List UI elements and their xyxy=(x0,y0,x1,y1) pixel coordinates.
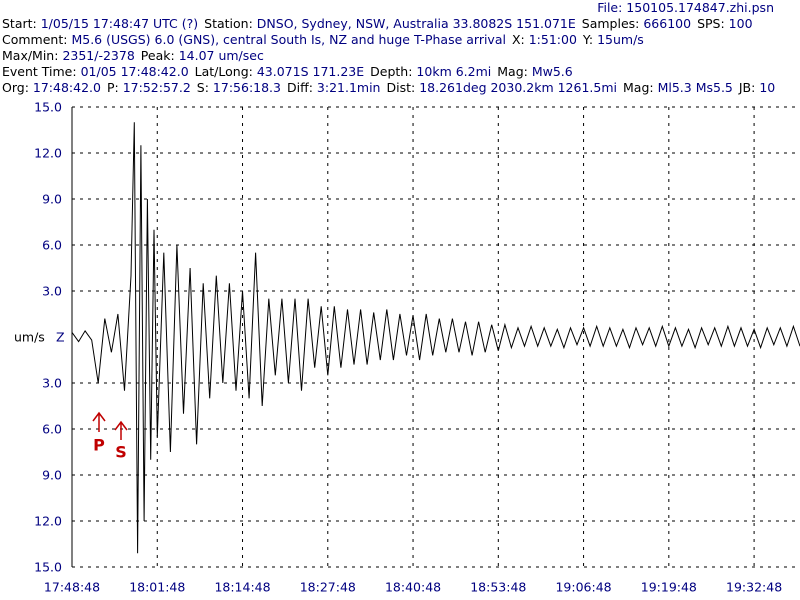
field-label: Lat/Long: xyxy=(194,64,253,79)
field-value: 17:48:42.0 xyxy=(32,80,101,95)
waveform xyxy=(72,122,800,554)
phase-arrow xyxy=(114,420,128,440)
field-value: 18.261deg 2030.2km 1261.5mi xyxy=(419,80,617,95)
field-label: Start: xyxy=(2,16,37,31)
y-axis-label: um/s xyxy=(14,330,45,345)
header-line: Max/Min: 2351/-2378 Peak: 14.07 um/sec xyxy=(0,48,800,64)
field-label: S: xyxy=(196,80,209,95)
y-tick-label: 3.0 xyxy=(42,376,62,391)
field-value: 17:52:57.2 xyxy=(122,80,191,95)
x-tick-label: 19:32:48 xyxy=(726,580,782,595)
field-value: 100 xyxy=(728,16,753,31)
field-label: Peak: xyxy=(140,48,175,63)
field-value: 17:56:18.3 xyxy=(212,80,281,95)
field-label: X: xyxy=(511,32,525,47)
header-line: Org: 17:48:42.0 P: 17:52:57.2 S: 17:56:18.… xyxy=(0,80,800,96)
field-label: Mag: xyxy=(623,80,654,95)
y-tick-label: 12.0 xyxy=(34,146,62,161)
file-name: File: 150105.174847.zhi.psn xyxy=(0,0,800,16)
field-value: 10 xyxy=(759,80,776,95)
channel-label: Z xyxy=(56,330,65,345)
field-value: 1/05/15 17:48:47 UTC (?) xyxy=(40,16,199,31)
field-label: P: xyxy=(106,80,119,95)
field-value: Mw5.6 xyxy=(531,64,573,79)
x-tick-label: 17:48:48 xyxy=(44,580,100,595)
file-name-text: File: 150105.174847.zhi.psn xyxy=(597,0,774,15)
field-value: 43.071S 171.23E xyxy=(256,64,365,79)
y-tick-label: 6.0 xyxy=(42,238,62,253)
field-label: Max/Min: xyxy=(2,48,59,63)
field-label: Event Time: xyxy=(2,64,77,79)
field-label: SPS: xyxy=(697,16,725,31)
y-tick-label: 6.0 xyxy=(42,422,62,437)
y-tick-label: 15.0 xyxy=(34,560,62,575)
header: File: 150105.174847.zhi.psn Start: 1/05/… xyxy=(0,0,800,96)
x-tick-label: 18:53:48 xyxy=(470,580,526,595)
y-tick-label: 9.0 xyxy=(42,468,62,483)
y-tick-label: 12.0 xyxy=(34,514,62,529)
field-label: Org: xyxy=(2,80,29,95)
field-value: 10km 6.2mi xyxy=(416,64,492,79)
field-label: Comment: xyxy=(2,32,68,47)
field-value: 666100 xyxy=(643,16,692,31)
field-value: 01/05 17:48:42.0 xyxy=(80,64,189,79)
x-tick-label: 18:14:48 xyxy=(214,580,270,595)
x-tick-label: 18:40:48 xyxy=(385,580,441,595)
field-label: Y: xyxy=(582,32,594,47)
header-line: Start: 1/05/15 17:48:47 UTC (?) Station: … xyxy=(0,16,800,32)
phase-arrow xyxy=(92,411,106,432)
phase-label: P xyxy=(93,436,105,455)
y-tick-label: 9.0 xyxy=(42,192,62,207)
y-tick-label: 15.0 xyxy=(34,100,62,115)
header-line: Event Time: 01/05 17:48:42.0 Lat/Long: 43… xyxy=(0,64,800,80)
field-label: Depth: xyxy=(370,64,413,79)
field-label: Mag: xyxy=(497,64,528,79)
field-label: JB: xyxy=(738,80,756,95)
field-value: Ml5.3 Ms5.5 xyxy=(657,80,733,95)
field-value: 15um/s xyxy=(597,32,644,47)
phase-label: S xyxy=(115,443,127,462)
header-line: Comment: M5.6 (USGS) 6.0 (GNS), central … xyxy=(0,32,800,48)
field-label: Samples: xyxy=(581,16,640,31)
field-label: Dist: xyxy=(386,80,416,95)
field-value: 1:51:00 xyxy=(528,32,577,47)
y-tick-label: 3.0 xyxy=(42,284,62,299)
field-label: Station: xyxy=(204,16,253,31)
field-value: M5.6 (USGS) 6.0 (GNS), central South Is,… xyxy=(71,32,506,47)
field-value: 3:21.1min xyxy=(316,80,381,95)
field-value: DNSO, Sydney, NSW, Australia 33.8082S 15… xyxy=(256,16,576,31)
field-value: 2351/-2378 xyxy=(62,48,135,63)
x-tick-label: 19:19:48 xyxy=(641,580,697,595)
field-value: 14.07 um/sec xyxy=(178,48,264,63)
x-tick-label: 19:06:48 xyxy=(555,580,611,595)
field-label: Diff: xyxy=(287,80,313,95)
x-tick-label: 18:01:48 xyxy=(129,580,185,595)
x-tick-label: 18:27:48 xyxy=(300,580,356,595)
